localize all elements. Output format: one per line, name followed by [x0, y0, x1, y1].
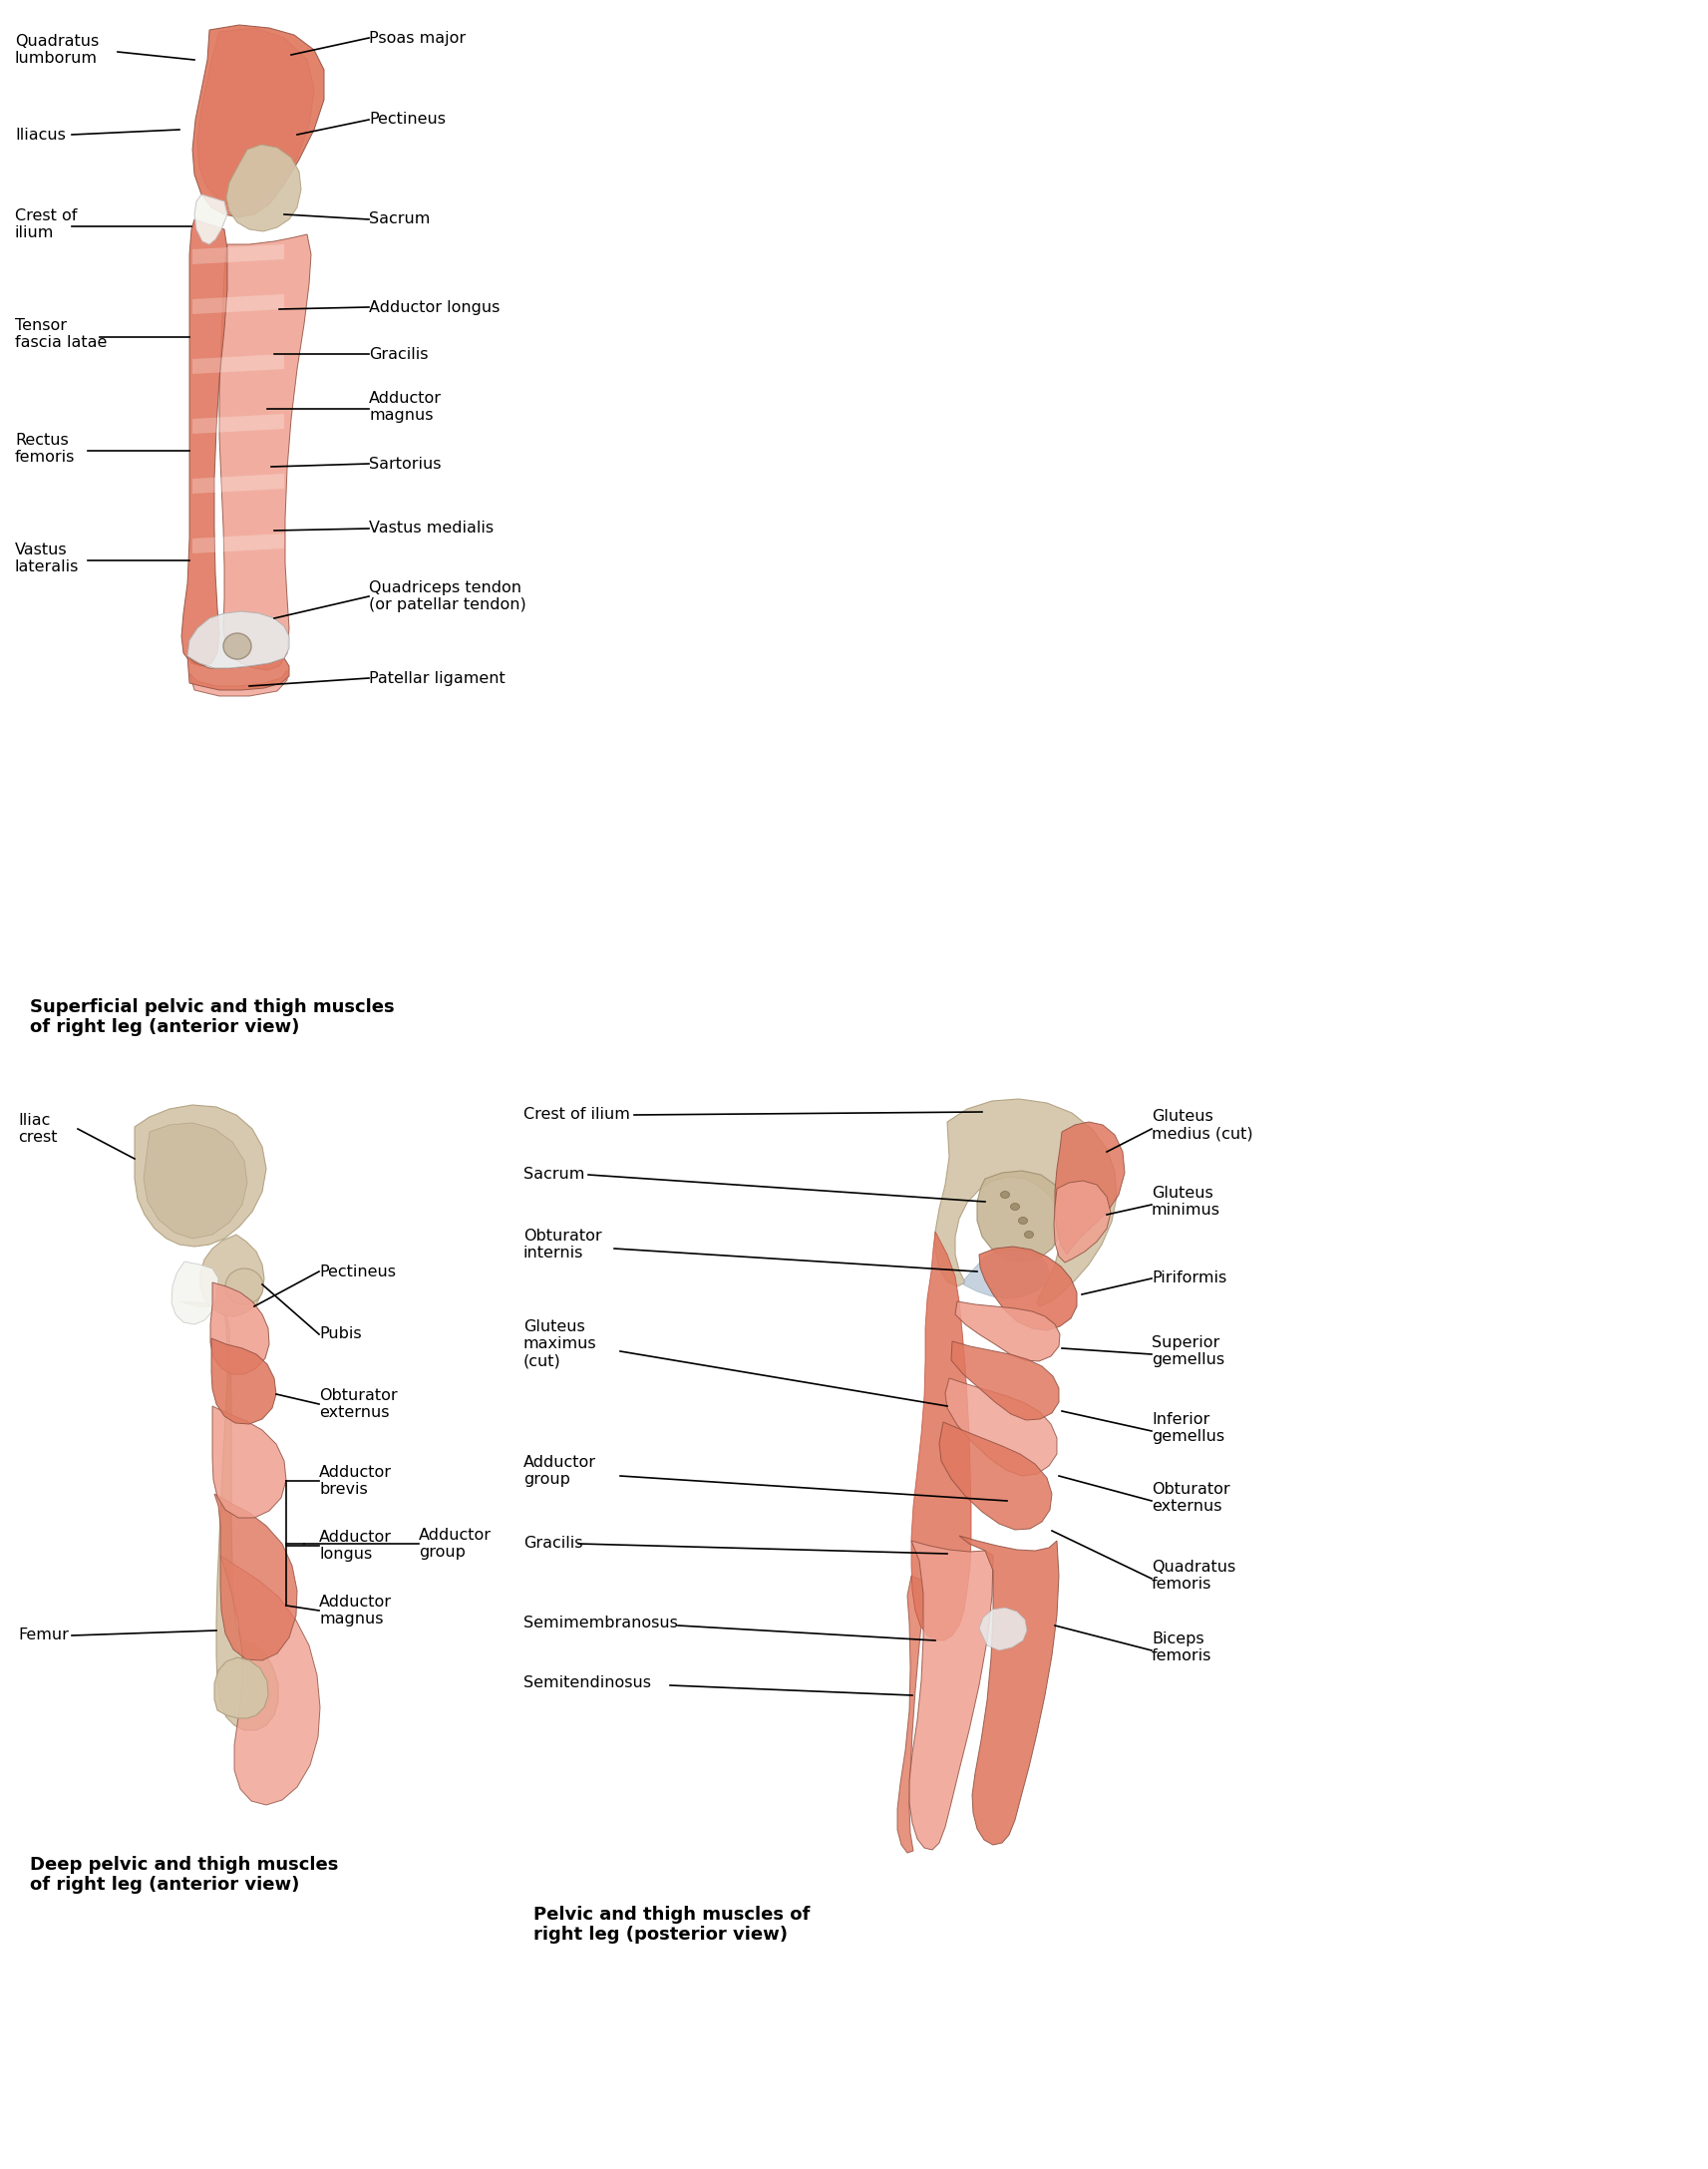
Polygon shape	[181, 219, 227, 666]
Polygon shape	[193, 354, 284, 373]
Polygon shape	[955, 1301, 1061, 1362]
Polygon shape	[193, 473, 284, 495]
Polygon shape	[198, 28, 314, 208]
Polygon shape	[960, 1536, 1059, 1846]
Polygon shape	[1054, 1180, 1110, 1262]
Text: Vastus
lateralis: Vastus lateralis	[15, 542, 79, 575]
Text: Pubis: Pubis	[319, 1327, 362, 1343]
Polygon shape	[1056, 1121, 1124, 1254]
Text: Iliacus: Iliacus	[15, 128, 65, 143]
Polygon shape	[171, 1262, 219, 1325]
Text: Gluteus
minimus: Gluteus minimus	[1151, 1186, 1221, 1217]
Polygon shape	[227, 145, 301, 232]
Text: Deep pelvic and thigh muscles
of right leg (anterior view): Deep pelvic and thigh muscles of right l…	[31, 1854, 338, 1894]
Text: Crest of
ilium: Crest of ilium	[15, 208, 77, 241]
Text: Semitendinosus: Semitendinosus	[523, 1677, 651, 1692]
Ellipse shape	[224, 633, 251, 659]
Text: Inferior
gemellus: Inferior gemellus	[1151, 1412, 1225, 1445]
Text: Gracilis: Gracilis	[369, 347, 429, 362]
Polygon shape	[977, 1171, 1064, 1262]
Text: Obturator
externus: Obturator externus	[319, 1388, 398, 1421]
Text: Adductor
magnus: Adductor magnus	[369, 390, 442, 423]
Polygon shape	[188, 612, 289, 668]
Text: Quadriceps tendon
(or patellar tendon): Quadriceps tendon (or patellar tendon)	[369, 579, 526, 612]
Text: Semimembranosus: Semimembranosus	[523, 1616, 678, 1631]
Ellipse shape	[1025, 1232, 1033, 1238]
Polygon shape	[909, 1540, 992, 1850]
Polygon shape	[200, 1234, 265, 1317]
Polygon shape	[193, 245, 284, 265]
Text: Gluteus
maximus
(cut): Gluteus maximus (cut)	[523, 1319, 596, 1369]
Polygon shape	[190, 670, 287, 696]
Polygon shape	[212, 1338, 277, 1425]
Polygon shape	[188, 657, 289, 690]
Text: Adductor
brevis: Adductor brevis	[319, 1464, 391, 1497]
Text: Adductor
group: Adductor group	[523, 1455, 596, 1488]
Polygon shape	[210, 1282, 270, 1375]
Text: Psoas major: Psoas major	[369, 30, 466, 46]
Text: Crest of ilium: Crest of ilium	[523, 1108, 630, 1121]
Text: Pectineus: Pectineus	[319, 1265, 396, 1280]
Polygon shape	[193, 414, 284, 434]
Polygon shape	[215, 1657, 268, 1718]
Text: Rectus
femoris: Rectus femoris	[15, 432, 75, 464]
Text: Adductor
group: Adductor group	[418, 1527, 492, 1560]
Ellipse shape	[225, 1269, 263, 1304]
Text: Iliac
crest: Iliac crest	[19, 1113, 58, 1145]
Text: Biceps
femoris: Biceps femoris	[1151, 1631, 1213, 1664]
Text: Sacrum: Sacrum	[523, 1167, 584, 1182]
Text: Gluteus
medius (cut): Gluteus medius (cut)	[1151, 1108, 1254, 1141]
Text: Patellar ligament: Patellar ligament	[369, 670, 506, 685]
Ellipse shape	[1018, 1217, 1028, 1223]
Polygon shape	[220, 1555, 319, 1805]
Polygon shape	[939, 1423, 1052, 1529]
Text: Adductor
magnus: Adductor magnus	[319, 1594, 391, 1627]
Polygon shape	[979, 1607, 1027, 1651]
Text: Piriformis: Piriformis	[1151, 1271, 1226, 1286]
Text: Femur: Femur	[19, 1629, 68, 1642]
Text: Sacrum: Sacrum	[369, 213, 430, 228]
Ellipse shape	[1011, 1204, 1020, 1210]
Text: Pectineus: Pectineus	[369, 113, 446, 128]
Polygon shape	[219, 234, 311, 670]
Text: Gracilis: Gracilis	[523, 1536, 582, 1551]
Polygon shape	[912, 1232, 972, 1640]
Polygon shape	[195, 195, 227, 245]
Polygon shape	[212, 1406, 287, 1518]
Text: Superficial pelvic and thigh muscles
of right leg (anterior view): Superficial pelvic and thigh muscles of …	[31, 998, 395, 1037]
Text: Vastus medialis: Vastus medialis	[369, 521, 494, 536]
Text: Obturator
externus: Obturator externus	[1151, 1481, 1230, 1514]
Polygon shape	[193, 534, 284, 553]
Polygon shape	[143, 1124, 248, 1238]
Text: Sartorius: Sartorius	[369, 455, 441, 471]
Polygon shape	[215, 1494, 297, 1661]
Text: Tensor
fascia latae: Tensor fascia latae	[15, 319, 108, 349]
Text: Obturator
internis: Obturator internis	[523, 1228, 601, 1260]
Ellipse shape	[1001, 1191, 1009, 1197]
Polygon shape	[979, 1247, 1076, 1330]
Text: Adductor
longus: Adductor longus	[319, 1529, 391, 1562]
Text: Adductor longus: Adductor longus	[369, 299, 500, 315]
Polygon shape	[193, 24, 325, 217]
Polygon shape	[897, 1575, 924, 1852]
Text: Quadratus
lumborum: Quadratus lumborum	[15, 35, 99, 65]
Text: Quadratus
femoris: Quadratus femoris	[1151, 1560, 1235, 1592]
Polygon shape	[936, 1100, 1117, 1306]
Polygon shape	[945, 1377, 1057, 1475]
Polygon shape	[951, 1340, 1059, 1421]
Text: Superior
gemellus: Superior gemellus	[1151, 1336, 1225, 1366]
Polygon shape	[181, 1301, 278, 1731]
Text: Pelvic and thigh muscles of
right leg (posterior view): Pelvic and thigh muscles of right leg (p…	[533, 1904, 810, 1943]
Polygon shape	[193, 295, 284, 315]
Polygon shape	[963, 1249, 1049, 1299]
Polygon shape	[135, 1104, 266, 1247]
